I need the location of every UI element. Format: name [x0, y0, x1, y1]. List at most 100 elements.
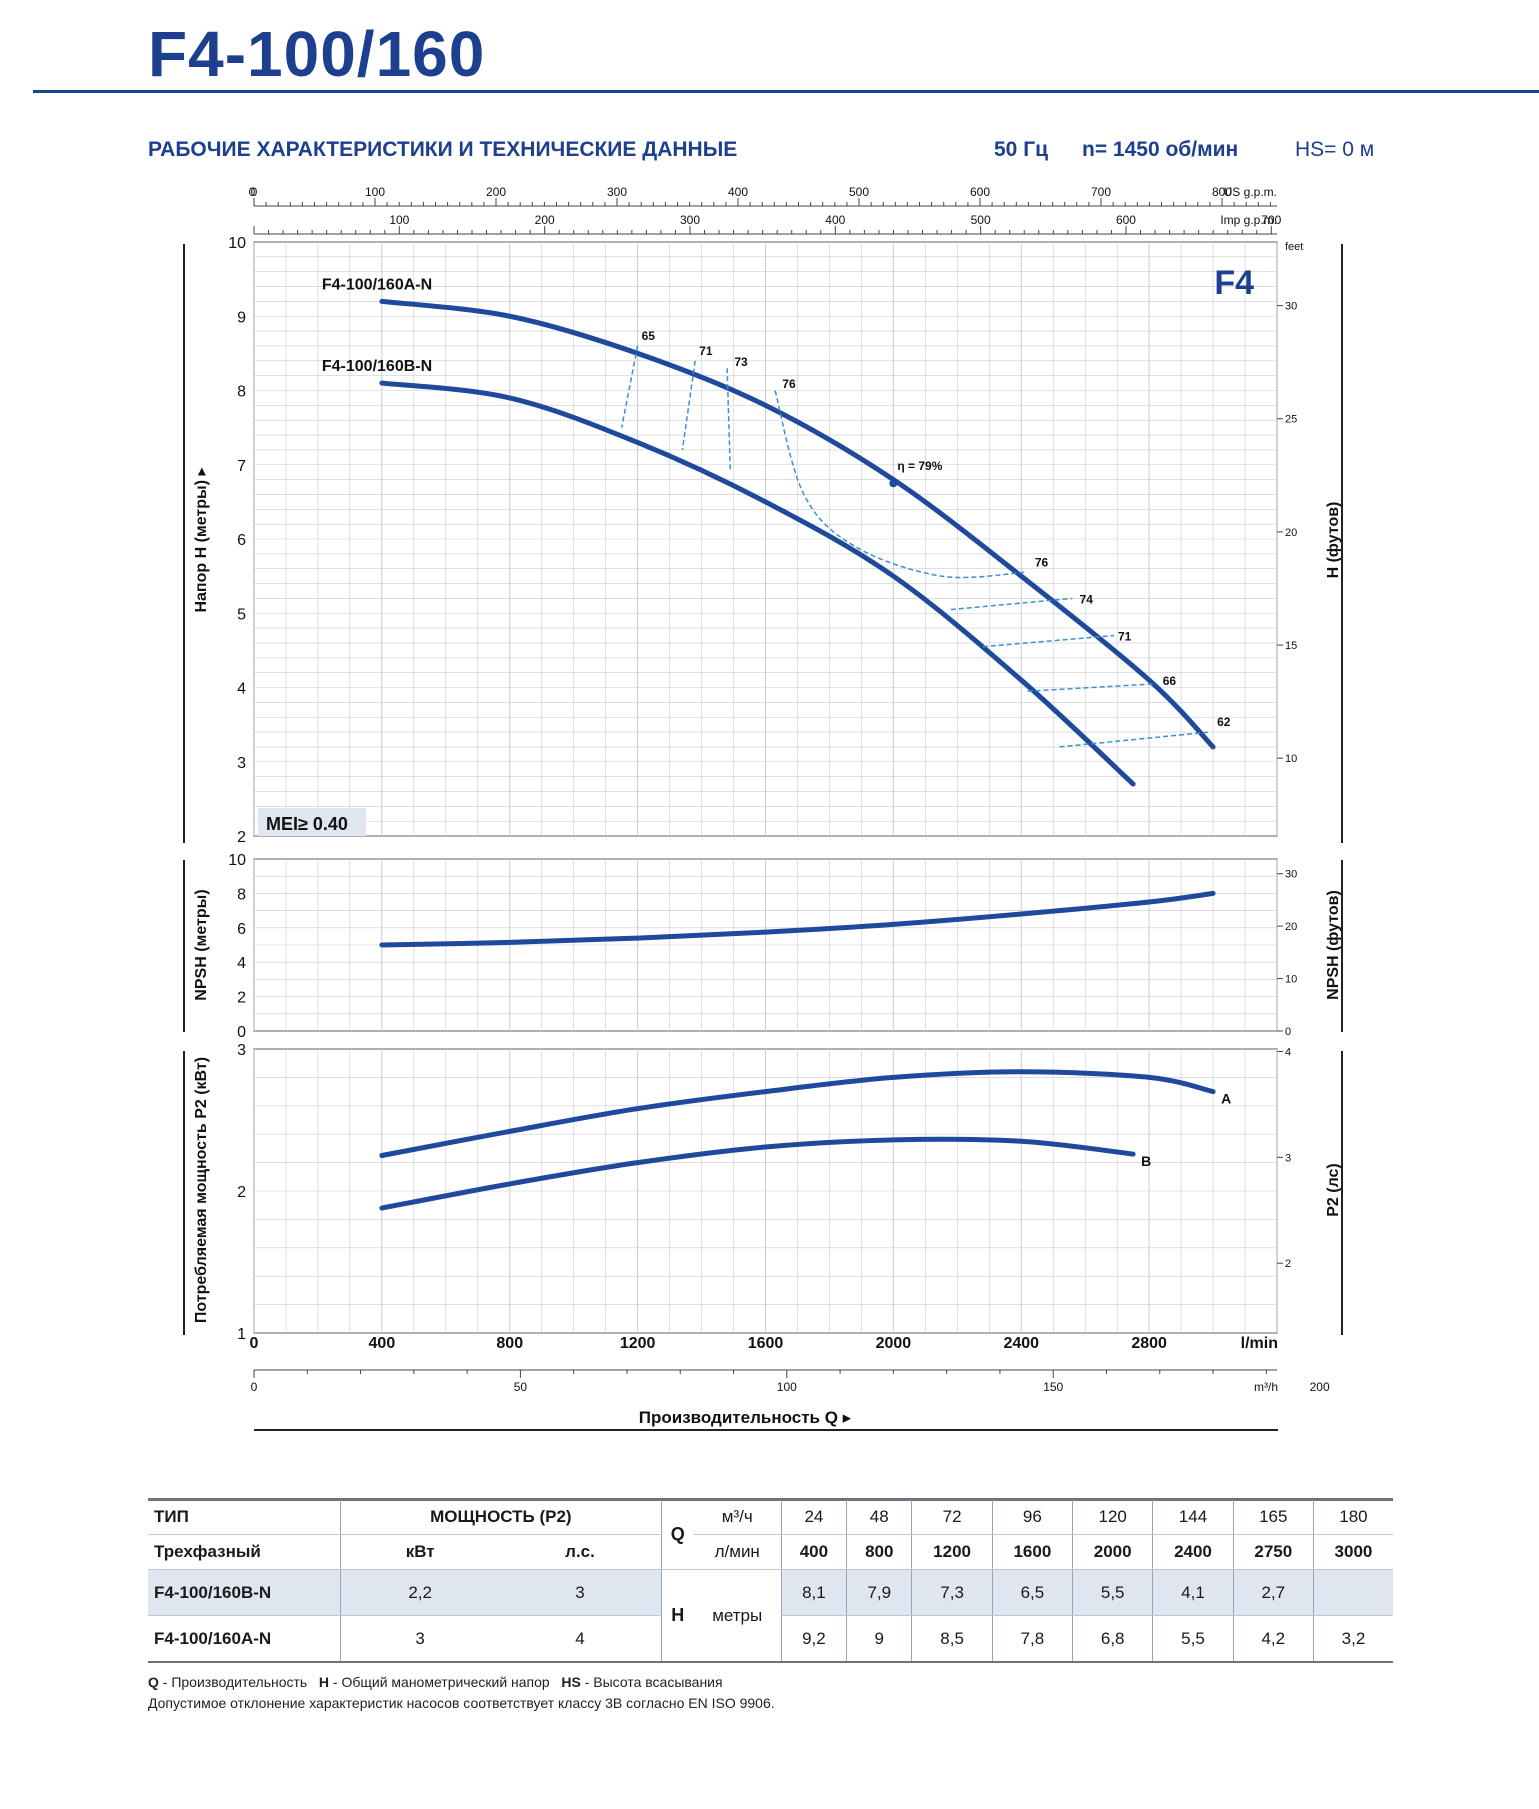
curve-label: A: [1221, 1091, 1231, 1107]
y-tick-label: 6: [237, 532, 246, 549]
suction-height: HS= 0 м: [1295, 138, 1375, 161]
y-axis-title-head: Напор H (метры) ▸: [193, 467, 210, 612]
us-gpm-label: 100: [365, 185, 385, 199]
iso-efficiency-line: [681, 360, 696, 451]
x-tick-label: 2000: [876, 1335, 912, 1352]
imp-zero: 0: [249, 185, 256, 199]
h-cell: 6,5: [991, 1569, 1073, 1616]
us-gpm-label: 800: [1212, 185, 1232, 199]
iso-efficiency-line: [774, 390, 1025, 579]
title-rule: [33, 90, 1539, 93]
y-axis-title-npsh: NPSH (метры): [193, 889, 210, 1000]
us-gpm-unit: US g.p.m.: [1224, 185, 1277, 199]
y-tick-label: 3: [237, 1042, 246, 1059]
efficiency-label: 74: [1080, 593, 1094, 607]
q-m3h-cell: 72: [911, 1500, 993, 1535]
y-tick-label: 8: [237, 384, 246, 401]
h-cell: [1312, 1569, 1393, 1616]
y-right-tick-label: 20: [1285, 527, 1297, 539]
y-right-tick-label: 10: [1285, 753, 1297, 765]
section-title: РАБОЧИЕ ХАРАКТЕРИСТИКИ И ТЕХНИЧЕСКИЕ ДАН…: [148, 138, 738, 161]
row-hp: 4: [499, 1615, 662, 1662]
x-unit: l/min: [1241, 1335, 1278, 1352]
y-axis-title-power-hp: P2 (лс): [1325, 1163, 1342, 1217]
iso-efficiency-line: [1059, 731, 1210, 748]
h-cell: 7,3: [911, 1569, 993, 1616]
th-phase: Трехфазный: [148, 1534, 341, 1570]
th-m3h: м³/ч: [693, 1500, 782, 1535]
us-gpm-label: 200: [486, 185, 506, 199]
efficiency-label: 66: [1163, 674, 1177, 688]
footnote-h-key: H: [318, 1674, 330, 1690]
q-lmin-cell: 3000: [1312, 1534, 1393, 1570]
h-cell: 4,1: [1152, 1569, 1234, 1616]
y-axis-title-npsh-feet: NPSH (футов): [1325, 890, 1342, 1000]
x-tick-label: 400: [369, 1335, 396, 1352]
footnote-q-text: - Производительность: [158, 1674, 308, 1690]
imp-gpm-label: 700: [1261, 213, 1281, 227]
y-right-tick-label: 4: [1285, 1046, 1291, 1058]
imp-gpm-label: 600: [1116, 213, 1136, 227]
y-tick-label: 0: [237, 1024, 246, 1041]
y-tick-label: 9: [237, 309, 246, 326]
q-m3h-cell: 96: [991, 1500, 1073, 1535]
y-tick-label: 2: [237, 990, 246, 1007]
imp-gpm-label: 400: [825, 213, 845, 227]
th-q: Q: [660, 1500, 694, 1570]
mei-badge-bg: [258, 808, 366, 836]
q-lmin-cell: 2400: [1152, 1534, 1234, 1570]
table-top-rule: [148, 1498, 1393, 1501]
curve-label: F4-100/160A-N: [322, 276, 432, 293]
y-tick-label: 5: [237, 606, 246, 623]
y-tick-label: 6: [237, 921, 246, 938]
m3h-label: 200: [1310, 1380, 1330, 1394]
q-m3h-cell: 180: [1312, 1500, 1393, 1535]
efficiency-label: 62: [1217, 715, 1231, 729]
mei-badge: MEI≥ 0.40: [266, 814, 348, 834]
frequency: 50 Гц: [994, 138, 1049, 161]
feet-unit: feet: [1285, 241, 1303, 253]
curve-npsh-line: [379, 890, 1216, 948]
h-cell: 5,5: [1152, 1615, 1234, 1662]
m3h-label: 50: [514, 1380, 528, 1394]
th-power: МОЩНОСТЬ (P2): [340, 1500, 662, 1535]
y-tick-label: 1: [237, 1326, 246, 1343]
y-tick-label: 4: [237, 955, 246, 972]
row-hp: 3: [499, 1569, 662, 1616]
footnote-tolerance: Допустимое отклонение характеристик насо…: [148, 1695, 775, 1711]
x-tick-label: 2800: [1131, 1335, 1167, 1352]
h-cell: 4,2: [1232, 1615, 1314, 1662]
q-lmin-cell: 800: [846, 1534, 912, 1570]
h-cell: 7,9: [846, 1569, 912, 1616]
imp-gpm-label: 500: [971, 213, 991, 227]
curve-power-b: [379, 1136, 1136, 1211]
q-lmin-cell: 1200: [911, 1534, 993, 1570]
h-cell: 6,8: [1072, 1615, 1153, 1662]
footnote-legend: Q - Производительность H - Общий маномет…: [148, 1674, 723, 1690]
imp-gpm-label: 300: [680, 213, 700, 227]
series-badge: F4: [1214, 264, 1254, 302]
m3h-label: 100: [777, 1380, 797, 1394]
imp-gpm-label: 200: [535, 213, 555, 227]
efficiency-label: 71: [1118, 630, 1132, 644]
y-axis-title-power: Потребляемая мощность P2 (кВт): [193, 1057, 210, 1323]
row-model: F4-100/160A-N: [148, 1615, 341, 1662]
h-cell: 8,5: [911, 1615, 993, 1662]
h-cell: 5,5: [1072, 1569, 1153, 1616]
footnote-hs-text: - Высота всасывания: [580, 1674, 723, 1690]
y-tick-label: 10: [228, 852, 246, 869]
q-lmin-cell: 1600: [991, 1534, 1073, 1570]
us-gpm-label: 600: [970, 185, 990, 199]
curve-power-a: [379, 1069, 1216, 1158]
h-cell: 2,7: [1232, 1569, 1314, 1616]
iso-efficiency-line: [620, 345, 639, 428]
q-lmin-cell: 400: [780, 1534, 847, 1570]
y-tick-label: 8: [237, 886, 246, 903]
footnote-q-key: Q: [148, 1674, 159, 1690]
h-cell: 9,2: [780, 1615, 847, 1662]
curve-label: B: [1141, 1153, 1151, 1169]
y-tick-label: 2: [237, 1184, 246, 1201]
curve-label: F4-100/160B-N: [322, 358, 432, 375]
row-model: F4-100/160B-N: [148, 1569, 341, 1616]
us-gpm-label: 500: [849, 185, 869, 199]
